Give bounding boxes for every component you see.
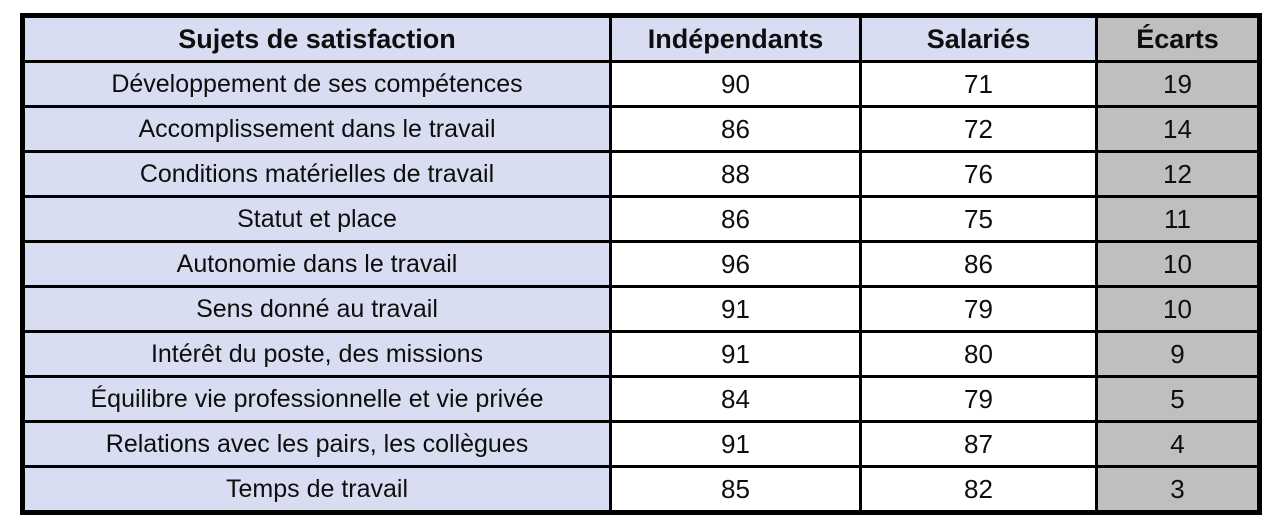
cell-ecart: 14 <box>1095 105 1261 153</box>
cell-ecart: 9 <box>1095 330 1261 378</box>
cell-independants: 90 <box>609 60 862 108</box>
table-row: Sens donné au travail 91 79 10 <box>21 285 1261 333</box>
cell-independants: 91 <box>609 420 862 468</box>
col-header-salaries: Salariés <box>859 14 1098 63</box>
cell-salaries: 71 <box>859 60 1098 108</box>
cell-salaries: 75 <box>859 195 1098 243</box>
cell-independants: 84 <box>609 375 862 423</box>
cell-ecart: 4 <box>1095 420 1261 468</box>
cell-ecart: 11 <box>1095 195 1261 243</box>
cell-sujet: Autonomie dans le travail <box>21 240 612 288</box>
cell-ecart: 3 <box>1095 465 1261 514</box>
table-row: Temps de travail 85 82 3 <box>21 465 1261 514</box>
table-row: Autonomie dans le travail 96 86 10 <box>21 240 1261 288</box>
cell-sujet: Temps de travail <box>21 465 612 514</box>
col-header-ecarts: Écarts <box>1095 14 1261 63</box>
cell-ecart: 19 <box>1095 60 1261 108</box>
cell-salaries: 76 <box>859 150 1098 198</box>
cell-salaries: 79 <box>859 375 1098 423</box>
cell-sujet: Statut et place <box>21 195 612 243</box>
cell-independants: 85 <box>609 465 862 514</box>
satisfaction-table: Sujets de satisfaction Indépendants Sala… <box>20 13 1262 515</box>
table-row: Intérêt du poste, des missions 91 80 9 <box>21 330 1261 378</box>
cell-salaries: 72 <box>859 105 1098 153</box>
table-row: Conditions matérielles de travail 88 76 … <box>21 150 1261 198</box>
table-row: Relations avec les pairs, les collègues … <box>21 420 1261 468</box>
cell-ecart: 5 <box>1095 375 1261 423</box>
cell-sujet: Développement de ses compétences <box>21 60 612 108</box>
cell-independants: 88 <box>609 150 862 198</box>
cell-salaries: 86 <box>859 240 1098 288</box>
cell-sujet: Relations avec les pairs, les collègues <box>21 420 612 468</box>
cell-sujet: Conditions matérielles de travail <box>21 150 612 198</box>
table-row: Développement de ses compétences 90 71 1… <box>21 60 1261 108</box>
col-header-sujets: Sujets de satisfaction <box>21 14 612 63</box>
cell-ecart: 10 <box>1095 285 1261 333</box>
col-header-independants: Indépendants <box>609 14 862 63</box>
table-header: Sujets de satisfaction Indépendants Sala… <box>21 14 1261 63</box>
cell-ecart: 12 <box>1095 150 1261 198</box>
cell-ecart: 10 <box>1095 240 1261 288</box>
cell-sujet: Intérêt du poste, des missions <box>21 330 612 378</box>
table-body: Développement de ses compétences 90 71 1… <box>21 60 1261 514</box>
cell-salaries: 79 <box>859 285 1098 333</box>
cell-salaries: 82 <box>859 465 1098 514</box>
cell-sujet: Sens donné au travail <box>21 285 612 333</box>
table-row: Équilibre vie professionnelle et vie pri… <box>21 375 1261 423</box>
cell-sujet: Équilibre vie professionnelle et vie pri… <box>21 375 612 423</box>
cell-salaries: 80 <box>859 330 1098 378</box>
cell-independants: 91 <box>609 285 862 333</box>
table-row: Statut et place 86 75 11 <box>21 195 1261 243</box>
cell-independants: 86 <box>609 195 862 243</box>
header-row: Sujets de satisfaction Indépendants Sala… <box>21 14 1261 63</box>
cell-independants: 96 <box>609 240 862 288</box>
cell-salaries: 87 <box>859 420 1098 468</box>
cell-independants: 91 <box>609 330 862 378</box>
table-row: Accomplissement dans le travail 86 72 14 <box>21 105 1261 153</box>
cell-independants: 86 <box>609 105 862 153</box>
cell-sujet: Accomplissement dans le travail <box>21 105 612 153</box>
